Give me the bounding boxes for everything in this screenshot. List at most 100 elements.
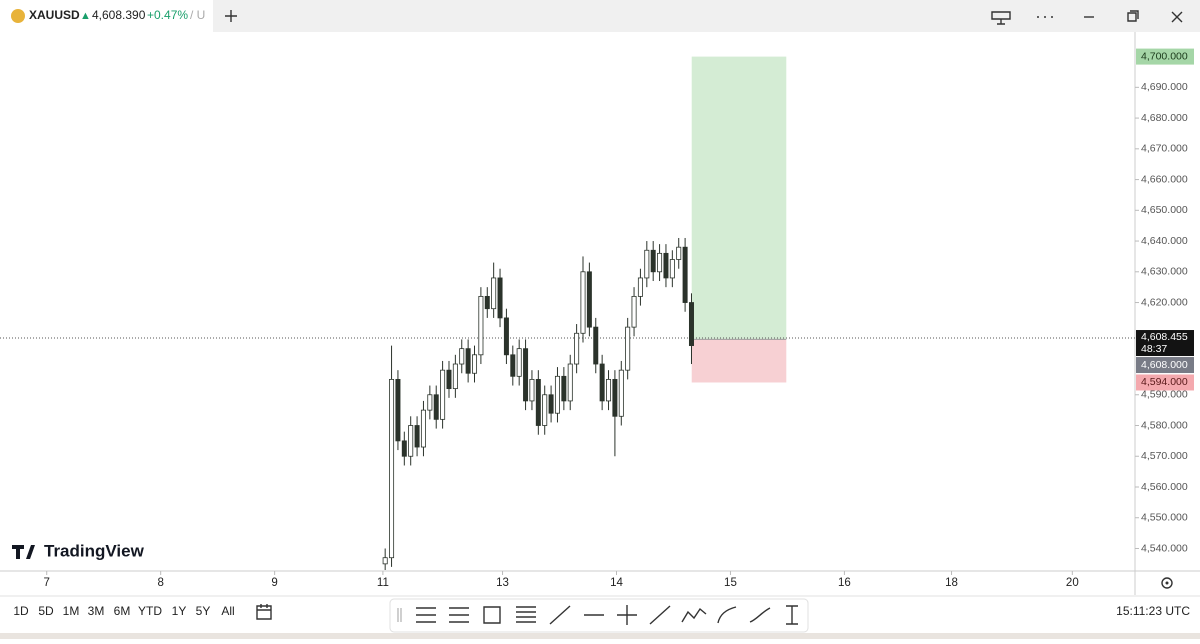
tab-price: 4,608.390 [92,8,146,22]
range-button[interactable]: 5D [38,604,54,618]
candle-body [574,332,580,365]
range-button[interactable]: 1M [63,604,80,618]
candle-body [586,271,592,328]
candle-body [395,378,401,442]
last-price-bg [1136,330,1194,357]
tool-path[interactable] [681,607,707,623]
x-tick-label: 13 [496,577,509,589]
y-tick-label: 4,560.000 [1141,481,1188,493]
candle-body [561,375,567,402]
tab-change: +0.47% [147,8,188,22]
candle-body [593,326,599,365]
candle-body [503,317,509,356]
candle-body [433,394,439,420]
candle-body [389,378,395,559]
drawing-tools [397,605,798,625]
candle-body [606,378,612,402]
y-tick-label: 4,660.000 [1141,173,1188,185]
candle-body [688,302,694,346]
y-tick-label: 4,650.000 [1141,204,1188,216]
tool-curve[interactable] [717,606,737,624]
candle-body [644,249,650,279]
close[interactable] [1171,11,1183,23]
candle-body [427,394,433,411]
x-tick-label: 18 [945,577,958,589]
candle-body [599,363,605,402]
settings-dot [1165,581,1169,585]
new-tab[interactable] [225,10,237,22]
candle-body [637,277,643,297]
candle-body [612,378,618,417]
layout-icon[interactable] [991,11,1011,25]
range-button[interactable]: All [221,604,234,618]
x-tick-label: 8 [157,577,163,589]
candle-body [465,348,471,374]
tool-text[interactable] [516,606,536,623]
candle-body [414,425,420,448]
range-button[interactable]: 3M [88,604,105,618]
watermark: TradingView [44,541,145,560]
tab-suffix: / U [190,8,205,22]
range-button[interactable]: YTD [138,604,162,618]
stop-label: 4,594.000 [1141,376,1188,388]
goto-date[interactable] [256,604,272,620]
candle-body [478,295,484,356]
last-price-label: 4,608.455 [1141,331,1188,343]
candle-body [535,378,541,426]
target-label-bg [1136,48,1194,65]
symbol: XAUUSD [29,8,80,22]
stop-zone [691,339,787,383]
tab[interactable] [0,0,213,32]
tool-ray[interactable] [649,605,671,625]
candle-body [669,259,675,279]
x-tick-label: 20 [1066,577,1079,589]
candle-body [650,249,656,273]
y-tick-label: 4,640.000 [1141,235,1188,247]
range-button[interactable]: 1Y [172,604,187,618]
y-tick-label: 4,580.000 [1141,419,1188,431]
y-tick-label: 4,630.000 [1141,266,1188,278]
restore[interactable] [1127,10,1139,22]
y-tick-label: 4,620.000 [1141,296,1188,308]
symbol-icon [11,9,25,23]
candle-body [682,246,688,303]
x-tick-label: 11 [377,577,389,589]
candle-body [554,375,560,414]
entry-label-bg [1136,357,1194,374]
x-tick-label: 7 [44,577,50,589]
y-tick-label: 4,540.000 [1141,542,1188,554]
up-arrow: ▲ [80,10,91,22]
tool-cross[interactable] [617,605,637,625]
candle-body [382,557,388,565]
y-tick-label: 4,590.000 [1141,389,1188,401]
stop-label-bg [1136,374,1194,391]
target-zone [691,56,787,340]
tool-rect[interactable] [483,606,501,624]
taskbar-edge [0,633,1200,639]
tool-measure[interactable] [786,605,798,625]
tool-pitchfork[interactable] [449,607,469,623]
x-tick-label: 15 [724,577,737,589]
candle-body [401,440,407,457]
candle-body [440,369,446,420]
settings[interactable] [1161,577,1173,589]
range-button[interactable]: 1D [13,604,29,618]
candle-body [676,246,682,260]
entry-label: 4,608.000 [1141,359,1188,371]
range-button[interactable]: 5Y [196,604,211,618]
tool-brush[interactable] [749,607,771,623]
candle-body [663,252,669,279]
range-button[interactable]: 6M [114,604,131,618]
candle-body [408,425,414,457]
clock: 15:11:23 UTC [1116,604,1190,618]
candle-body [580,271,586,334]
candle-body [452,363,458,390]
candle-body [625,326,631,371]
watermark-logo [12,545,35,559]
candle-body [510,354,516,377]
tool-trend[interactable] [549,605,571,625]
tool-fib[interactable] [416,607,436,623]
candle-body [542,394,548,426]
candle-body [657,252,663,273]
